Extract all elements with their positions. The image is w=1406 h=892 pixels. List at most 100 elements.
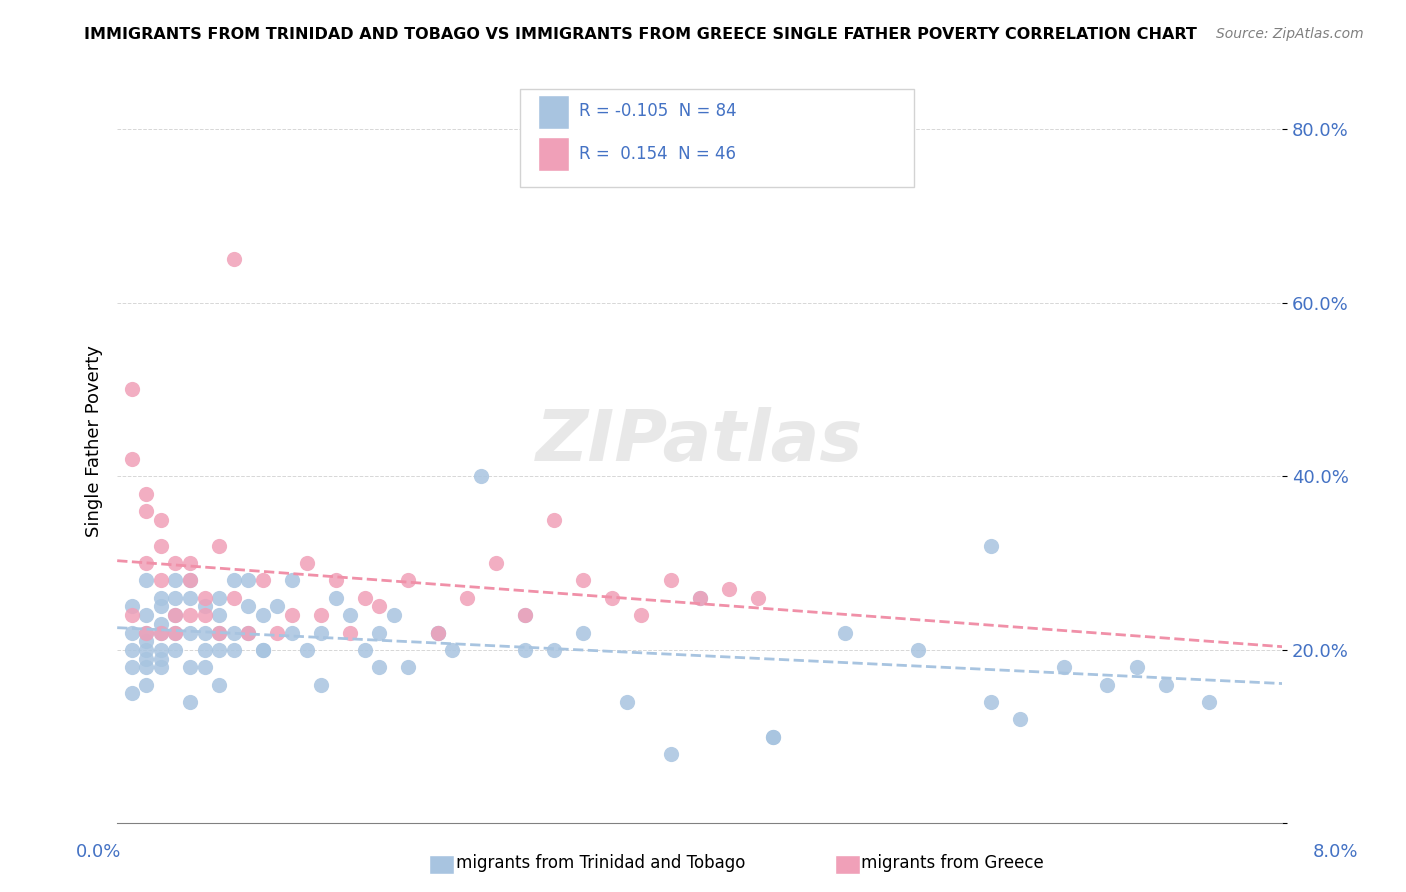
Text: ZIPatlas: ZIPatlas	[536, 407, 863, 476]
Point	[149, 539, 172, 553]
Point	[353, 643, 375, 657]
Point	[121, 451, 143, 466]
Point	[165, 574, 187, 588]
Point	[179, 574, 201, 588]
Point	[309, 608, 332, 623]
Point	[165, 625, 187, 640]
Point	[222, 574, 245, 588]
Text: Immigrants from Greece: Immigrants from Greece	[841, 855, 1043, 872]
Point	[1053, 660, 1076, 674]
Point	[135, 625, 157, 640]
Point	[135, 504, 157, 518]
Point	[179, 695, 201, 709]
Point	[135, 608, 157, 623]
Point	[252, 608, 274, 623]
Point	[659, 747, 682, 761]
Point	[149, 660, 172, 674]
Point	[281, 625, 304, 640]
Point	[193, 599, 215, 614]
Point	[121, 643, 143, 657]
Point	[834, 625, 856, 640]
Point	[266, 599, 288, 614]
Point	[165, 608, 187, 623]
Point	[222, 643, 245, 657]
Point	[179, 556, 201, 570]
Point	[149, 574, 172, 588]
Text: 8.0%: 8.0%	[1313, 843, 1358, 861]
Point	[208, 591, 231, 605]
Point	[121, 599, 143, 614]
Point	[980, 539, 1002, 553]
Point	[149, 591, 172, 605]
Point	[659, 574, 682, 588]
Point	[135, 556, 157, 570]
Point	[165, 625, 187, 640]
Point	[441, 643, 464, 657]
Y-axis label: Single Father Poverty: Single Father Poverty	[86, 345, 103, 538]
Point	[368, 599, 391, 614]
Point	[149, 643, 172, 657]
Text: Immigrants from Trinidad and Tobago: Immigrants from Trinidad and Tobago	[436, 855, 745, 872]
Point	[281, 574, 304, 588]
Point	[630, 608, 652, 623]
Point	[135, 660, 157, 674]
Point	[208, 625, 231, 640]
Point	[165, 643, 187, 657]
Point	[208, 539, 231, 553]
Text: IMMIGRANTS FROM TRINIDAD AND TOBAGO VS IMMIGRANTS FROM GREECE SINGLE FATHER POVE: IMMIGRANTS FROM TRINIDAD AND TOBAGO VS I…	[84, 27, 1198, 42]
Point	[135, 486, 157, 500]
Point	[179, 608, 201, 623]
Point	[1010, 712, 1032, 726]
Point	[325, 591, 347, 605]
Point	[135, 634, 157, 648]
Text: R =  0.154  N = 46: R = 0.154 N = 46	[579, 145, 737, 163]
Point	[980, 695, 1002, 709]
Point	[149, 599, 172, 614]
Point	[222, 591, 245, 605]
Point	[761, 730, 783, 744]
Point	[179, 625, 201, 640]
Point	[193, 643, 215, 657]
Point	[135, 677, 157, 691]
Text: Source: ZipAtlas.com: Source: ZipAtlas.com	[1216, 27, 1364, 41]
Point	[165, 556, 187, 570]
Point	[513, 643, 536, 657]
Text: R = -0.105  N = 84: R = -0.105 N = 84	[579, 103, 737, 120]
Point	[689, 591, 711, 605]
Point	[121, 625, 143, 640]
Point	[208, 677, 231, 691]
Point	[1154, 677, 1177, 691]
Point	[456, 591, 478, 605]
Point	[602, 591, 624, 605]
Point	[193, 625, 215, 640]
Point	[179, 574, 201, 588]
Point	[193, 591, 215, 605]
Point	[1125, 660, 1147, 674]
Point	[121, 660, 143, 674]
Point	[295, 556, 318, 570]
Point	[238, 599, 260, 614]
Point	[121, 686, 143, 700]
Point	[368, 660, 391, 674]
Point	[1097, 677, 1119, 691]
Point	[208, 625, 231, 640]
Point	[135, 574, 157, 588]
Point	[426, 625, 449, 640]
Point	[543, 513, 565, 527]
Point	[543, 643, 565, 657]
Point	[222, 625, 245, 640]
Point	[193, 608, 215, 623]
Point	[179, 660, 201, 674]
Point	[121, 608, 143, 623]
Point	[368, 625, 391, 640]
Point	[252, 643, 274, 657]
Point	[309, 677, 332, 691]
Point	[238, 625, 260, 640]
Point	[309, 625, 332, 640]
Point	[135, 625, 157, 640]
Point	[339, 625, 361, 640]
Point	[149, 651, 172, 665]
Point	[325, 574, 347, 588]
Point	[135, 651, 157, 665]
Point	[165, 591, 187, 605]
